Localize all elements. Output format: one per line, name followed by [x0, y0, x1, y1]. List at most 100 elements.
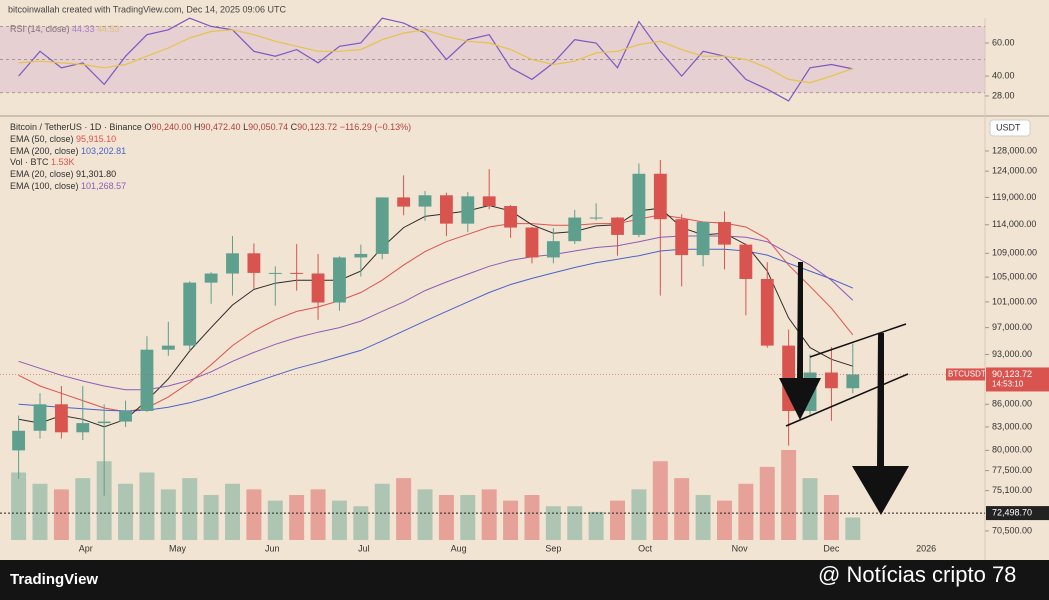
y-tick-label: 93,000.00: [992, 349, 1032, 359]
price-box: [986, 367, 1049, 392]
y-tick-label: 124,000.00: [992, 166, 1037, 176]
volume-bar: [845, 517, 861, 540]
candle-body: [97, 421, 111, 424]
footer-bar: [0, 560, 1049, 600]
rsi-label: RSI (14, close): [10, 24, 70, 34]
volume-bar: [11, 472, 27, 540]
ema-name: EMA (100, close): [10, 181, 79, 191]
volume-bar: [396, 478, 412, 540]
candle-body: [696, 221, 710, 256]
candle-body: [825, 372, 838, 389]
volume-bar: [331, 500, 347, 540]
candle-body: [418, 195, 432, 207]
ema-line: [18, 204, 853, 428]
volume-bar: [631, 489, 647, 540]
candle-body: [119, 411, 132, 422]
volume-bar: [118, 483, 134, 540]
candle-body: [846, 374, 860, 389]
y-tick-label: 128,000.00: [992, 145, 1037, 155]
y-tick-label: 28.00: [992, 90, 1015, 100]
currency: USDT: [996, 122, 1021, 132]
level-label: 72,498.70: [992, 507, 1032, 517]
candle-body: [333, 257, 346, 303]
symbol-legend: Bitcoin / TetherUS · 1D · Binance O90,24…: [10, 122, 411, 132]
ohlc-value: 90,472.40: [201, 122, 241, 132]
candle-body: [461, 196, 475, 224]
volume-bar: [417, 489, 433, 540]
candle-body: [397, 197, 411, 207]
rsi-line: [18, 29, 853, 84]
credit: bitcoinwallah created with TradingView.c…: [8, 4, 286, 14]
volume-bar: [353, 506, 369, 540]
plot: 60.00 40.00 28.00 128,000.00 124,000.00 119,0…: [0, 17, 1049, 553]
watermark: @ Notícias cripto 78: [818, 562, 1016, 587]
ema-value: 101,268.57: [81, 181, 126, 191]
candle-body: [33, 404, 47, 431]
symbol-title: Bitcoin / TetherUS · 1D · Binance: [10, 122, 142, 132]
volume-bar: [802, 478, 818, 540]
volume-bar: [567, 506, 583, 540]
volume-bar: [96, 461, 112, 540]
y-tick-label: 114,000.00: [992, 219, 1036, 229]
candle-body: [739, 244, 753, 279]
candle-body: [290, 272, 304, 274]
rsi-ma-value: 44.53: [97, 24, 120, 34]
candle-body: [76, 423, 90, 433]
volume-bar: [823, 495, 839, 540]
volume-bar: [695, 495, 711, 540]
annotations: [779, 262, 909, 515]
ema-line: [18, 235, 854, 391]
channel-line: [785, 373, 909, 427]
volume-name: Vol · BTC: [10, 157, 49, 167]
candle-body: [589, 217, 603, 219]
candle-body: [375, 197, 389, 254]
y-tick-label: 70,500.00: [992, 525, 1032, 535]
candle-body: [611, 217, 624, 235]
y-tick-label: 86,000.00: [992, 399, 1032, 409]
y-tick-label: 40.00: [992, 70, 1015, 80]
candle-body: [675, 219, 689, 256]
x-tick-label: May: [169, 543, 187, 553]
ema-line: [18, 214, 854, 413]
ohlc-key: O: [144, 122, 151, 132]
ema-value: 103,202.81: [81, 146, 126, 156]
candle-body: [140, 349, 154, 412]
ema-legend: EMA (100, close) 101,268.57: [10, 181, 126, 191]
x-tick-label: Aug: [451, 543, 467, 553]
symbol-box: [946, 368, 985, 381]
candle-body: [204, 273, 218, 283]
volume-bar: [738, 483, 754, 540]
volume-bar: [545, 506, 561, 540]
candle-body: [226, 253, 239, 274]
candle-body: [653, 173, 667, 220]
level-box: [986, 506, 1049, 521]
volume-bar: [674, 478, 690, 540]
x-tick-label: Nov: [732, 543, 749, 553]
volume-bar: [460, 495, 476, 540]
candle-body: [311, 273, 325, 303]
candle-body: [632, 173, 646, 235]
x-tick-label: 2026: [916, 543, 936, 553]
volume-bar: [481, 489, 497, 540]
y-tick-label: 105,000.00: [992, 272, 1037, 282]
candle-body: [546, 241, 560, 258]
x-tick-label: Dec: [823, 543, 840, 553]
candle-body: [760, 278, 774, 346]
candle-body: [54, 404, 68, 433]
candle-body: [183, 282, 197, 346]
volume-value: 1.53K: [51, 157, 75, 167]
candle-body: [354, 253, 368, 258]
ohlc-key: H: [194, 122, 201, 132]
symbol-label: BTCUSDT: [948, 370, 986, 379]
ema-name: EMA (200, close): [10, 146, 79, 156]
ohlc-value: 90,050.74: [248, 122, 288, 132]
candle-body: [161, 345, 175, 350]
volume-bar: [289, 495, 305, 540]
volume-bar: [374, 483, 390, 540]
volume-bar: [160, 489, 176, 540]
x-tick-label: Apr: [79, 543, 93, 553]
volume-bar: [203, 495, 219, 540]
candle-body: [504, 206, 517, 228]
